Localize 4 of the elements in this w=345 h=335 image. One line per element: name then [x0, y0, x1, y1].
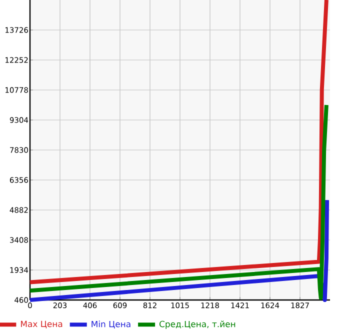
legend-label: Max Цена	[21, 320, 62, 328]
line-series	[28, 0, 328, 284]
legend-label: Сред.Цена, т.йен	[160, 320, 236, 329]
legend-label: Min Цена	[92, 320, 130, 328]
